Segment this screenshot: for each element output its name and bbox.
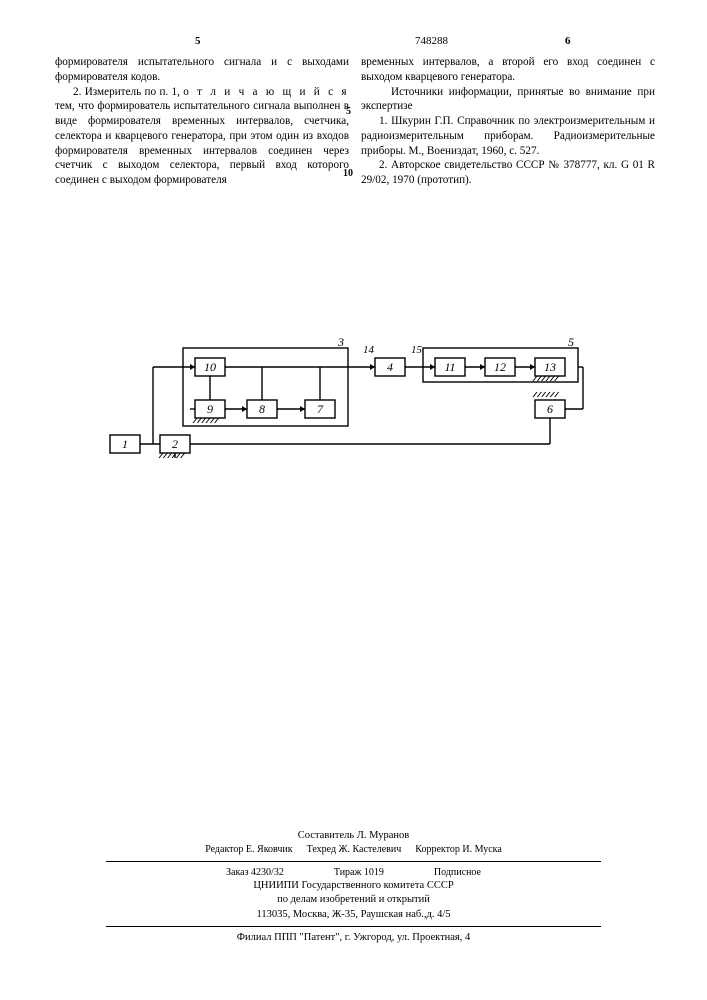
line-marker-10: 10: [343, 167, 353, 180]
body-columns: 5 10 формирователя испытательного сигнал…: [55, 55, 655, 188]
svg-text:4: 4: [387, 360, 393, 374]
claim2-spaced: о т л и ч а ю щ и й с я: [183, 86, 349, 98]
svg-text:7: 7: [317, 402, 324, 416]
svg-text:15: 15: [411, 344, 423, 356]
techred: Техред Ж. Кастелевич: [307, 843, 402, 857]
svg-text:9: 9: [207, 402, 213, 416]
right-column: временных интервалов, а второй его вход …: [361, 55, 655, 188]
credits: Редактор Е. Яковчик Техред Ж. Кастелевич…: [0, 843, 707, 857]
svg-text:8: 8: [259, 402, 265, 416]
svg-text:10: 10: [204, 360, 216, 374]
right-text-3: 1. Шкурин Г.П. Справочник по электроизме…: [361, 114, 655, 158]
compiler: Составитель Л. Муранов: [0, 829, 707, 843]
doc-number: 748288: [415, 35, 448, 47]
line-marker-5: 5: [346, 105, 351, 118]
addr1: 113035, Москва, Ж-35, Раушская наб.,д. 4…: [0, 908, 707, 922]
left-text-2: 2. Измеритель по п. 1, о т л и ч а ю щ и…: [55, 85, 349, 188]
signed: Подписное: [434, 866, 481, 880]
order-line: Заказ 4230/32 Тираж 1019 Подписное: [0, 866, 707, 880]
page-left: 5: [195, 35, 201, 47]
svg-text:3: 3: [337, 335, 344, 349]
org1: ЦНИИПИ Государственного комитета СССР: [0, 879, 707, 893]
right-text-4: 2. Авторское свидетельство СССР № 378777…: [361, 158, 655, 188]
left-column: 5 10 формирователя испытательного сигнал…: [55, 55, 349, 188]
right-text-1: временных интервалов, а второй его вход …: [361, 55, 655, 85]
svg-text:11: 11: [444, 360, 455, 374]
page-right: 6: [565, 35, 571, 47]
editor: Редактор Е. Яковчик: [205, 843, 292, 857]
left-text-1: формирователя испытательного сигнала и с…: [55, 55, 349, 85]
claim2-post: тем, что формирователь испытательного си…: [55, 100, 349, 186]
svg-text:6: 6: [547, 402, 553, 416]
svg-text:5: 5: [568, 335, 574, 349]
org2: по делам изобретений и открытий: [0, 893, 707, 907]
order: Заказ 4230/32: [226, 866, 284, 880]
svg-text:14: 14: [363, 344, 375, 356]
right-text-2: Источники информации, принятые во вниман…: [361, 85, 655, 115]
svg-text:13: 13: [544, 360, 556, 374]
branch: Филиал ППП "Патент", г. Ужгород, ул. Про…: [0, 931, 707, 945]
footer: Составитель Л. Муранов Редактор Е. Яковч…: [0, 829, 707, 945]
svg-text:12: 12: [494, 360, 506, 374]
tirazh: Тираж 1019: [334, 866, 384, 880]
svg-text:1: 1: [122, 437, 128, 451]
block-diagram: 351415129108741112136: [100, 330, 600, 465]
claim2-pre: 2. Измеритель по п. 1,: [73, 86, 183, 98]
corrector: Корректор И. Муска: [415, 843, 502, 857]
svg-text:2: 2: [172, 437, 178, 451]
